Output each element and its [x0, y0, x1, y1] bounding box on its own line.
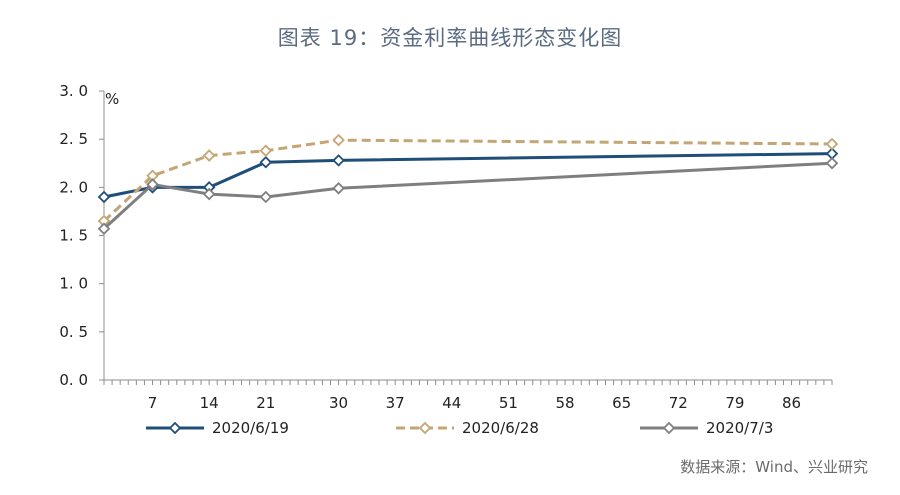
legend-label-3: 2020/7/3: [706, 419, 773, 437]
y-tick-label: 0. 0: [59, 371, 88, 389]
series-3-point: [202, 187, 216, 201]
series-3-point: [259, 190, 273, 204]
chart-title: 图表 19：资金利率曲线形态变化图: [277, 26, 623, 50]
x-tick-label: 79: [725, 394, 744, 412]
x-tick-label: 86: [782, 394, 801, 412]
series-line-2: [102, 138, 833, 223]
y-tick-label: 1. 5: [59, 227, 88, 245]
x-tick-label: 51: [499, 394, 518, 412]
legend-marker-1: [168, 421, 182, 435]
data-source-note: 数据来源：Wind、兴业研究: [680, 458, 868, 476]
legend-marker-3: [662, 421, 676, 435]
series-line-1: [103, 152, 833, 199]
y-tick-label: 1. 0: [59, 275, 88, 293]
x-tick-label: 37: [386, 394, 405, 412]
series-line-3: [102, 161, 833, 230]
y-tick-label: 2. 5: [59, 130, 88, 148]
series-1-point: [259, 156, 273, 169]
x-tick-label: 14: [200, 394, 219, 412]
y-tick-label: 2. 0: [59, 178, 88, 196]
x-tick-label: 72: [669, 394, 688, 412]
y-axis-unit: %: [105, 90, 119, 108]
series-3-point: [825, 156, 839, 170]
series-2-point: [825, 137, 839, 151]
series-3-point: [97, 222, 111, 236]
y-tick-label: 3. 0: [59, 82, 88, 100]
y-tick-label: 0. 5: [59, 323, 88, 341]
x-tick-label: 65: [612, 394, 631, 412]
legend-label-2: 2020/6/28: [462, 419, 539, 437]
series-1-point: [332, 154, 345, 167]
series-2-point: [202, 149, 216, 162]
x-tick-label: 58: [556, 394, 575, 412]
series-1-point: [97, 190, 111, 204]
series-3-point: [146, 178, 159, 191]
series-3-point: [332, 182, 345, 195]
x-tick-label: 44: [442, 394, 461, 412]
x-tick-label: 21: [256, 394, 275, 412]
legend-marker-2: [418, 421, 432, 435]
legend-label-1: 2020/6/19: [212, 419, 289, 437]
series-2-point: [332, 133, 345, 147]
series-2-point: [259, 144, 273, 157]
x-tick-label: 30: [329, 394, 348, 412]
x-tick-label: 7: [148, 394, 158, 412]
